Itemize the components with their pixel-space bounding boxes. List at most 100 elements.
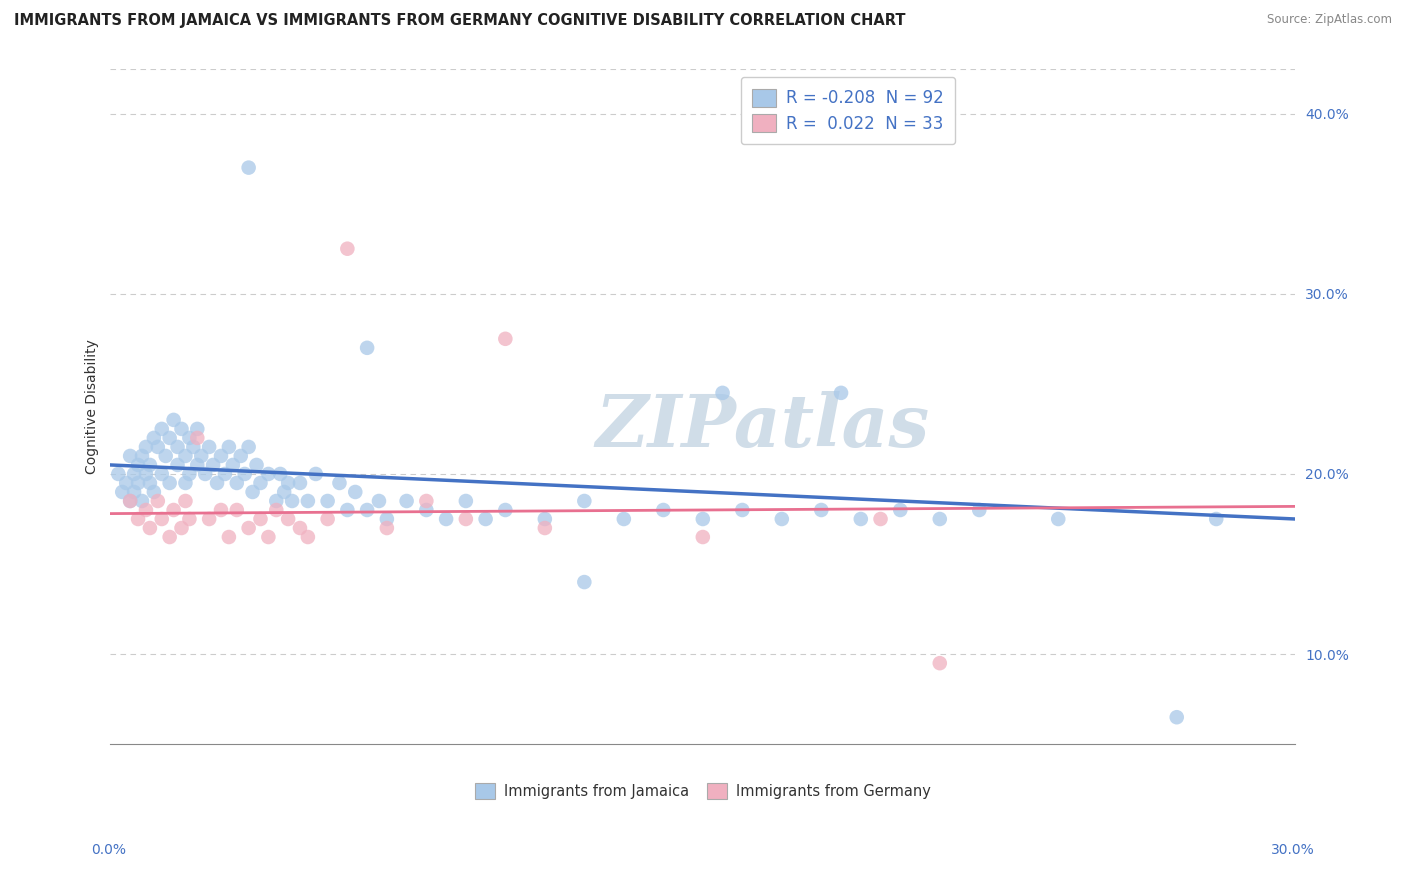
Point bbox=[249, 512, 271, 526]
Y-axis label: Cognitive Disability: Cognitive Disability bbox=[86, 339, 100, 474]
Point bbox=[186, 458, 208, 472]
Point bbox=[344, 485, 367, 500]
Point bbox=[150, 422, 173, 436]
Point bbox=[233, 467, 256, 481]
Point bbox=[613, 512, 636, 526]
Point bbox=[139, 521, 162, 535]
Point bbox=[415, 494, 437, 508]
Point bbox=[1047, 512, 1070, 526]
Point bbox=[162, 413, 184, 427]
Point bbox=[281, 494, 304, 508]
Point bbox=[135, 440, 157, 454]
Point bbox=[198, 440, 221, 454]
Point bbox=[174, 475, 197, 490]
Point bbox=[692, 530, 714, 544]
Point bbox=[375, 512, 398, 526]
Point bbox=[179, 467, 201, 481]
Text: Source: ZipAtlas.com: Source: ZipAtlas.com bbox=[1267, 13, 1392, 27]
Point bbox=[297, 530, 319, 544]
Point bbox=[131, 449, 153, 463]
Point bbox=[305, 467, 328, 481]
Point bbox=[150, 467, 173, 481]
Point bbox=[209, 503, 232, 517]
Point bbox=[150, 512, 173, 526]
Point bbox=[174, 449, 197, 463]
Point bbox=[731, 503, 754, 517]
Legend: Immigrants from Jamaica, Immigrants from Germany: Immigrants from Jamaica, Immigrants from… bbox=[470, 777, 936, 805]
Point bbox=[249, 475, 271, 490]
Point bbox=[238, 440, 260, 454]
Text: 0.0%: 0.0% bbox=[91, 843, 127, 857]
Point bbox=[849, 512, 872, 526]
Point bbox=[574, 494, 596, 508]
Point bbox=[245, 458, 267, 472]
Point bbox=[127, 512, 149, 526]
Point bbox=[277, 512, 299, 526]
Point bbox=[242, 485, 264, 500]
Point bbox=[869, 512, 891, 526]
Point bbox=[415, 503, 437, 517]
Point bbox=[434, 512, 457, 526]
Point bbox=[395, 494, 418, 508]
Point bbox=[179, 431, 201, 445]
Point bbox=[115, 475, 138, 490]
Point bbox=[131, 494, 153, 508]
Point bbox=[155, 449, 177, 463]
Point bbox=[120, 494, 142, 508]
Text: 30.0%: 30.0% bbox=[1271, 843, 1315, 857]
Point bbox=[107, 467, 129, 481]
Point bbox=[159, 530, 181, 544]
Point bbox=[135, 467, 157, 481]
Point bbox=[810, 503, 832, 517]
Point bbox=[174, 494, 197, 508]
Point bbox=[534, 521, 557, 535]
Point bbox=[186, 422, 208, 436]
Point bbox=[238, 521, 260, 535]
Point bbox=[356, 341, 378, 355]
Point bbox=[269, 467, 291, 481]
Point bbox=[1166, 710, 1188, 724]
Point bbox=[225, 475, 247, 490]
Point bbox=[494, 503, 516, 517]
Point bbox=[494, 332, 516, 346]
Point bbox=[127, 458, 149, 472]
Point bbox=[454, 494, 477, 508]
Point bbox=[139, 475, 162, 490]
Point bbox=[889, 503, 911, 517]
Point bbox=[194, 467, 217, 481]
Point bbox=[222, 458, 245, 472]
Point bbox=[127, 475, 149, 490]
Point bbox=[122, 485, 145, 500]
Point bbox=[146, 494, 169, 508]
Point bbox=[139, 458, 162, 472]
Point bbox=[186, 431, 208, 445]
Point bbox=[229, 449, 252, 463]
Point bbox=[146, 440, 169, 454]
Point bbox=[257, 467, 280, 481]
Point bbox=[336, 503, 359, 517]
Point bbox=[316, 494, 339, 508]
Point bbox=[375, 521, 398, 535]
Point bbox=[770, 512, 793, 526]
Point bbox=[198, 512, 221, 526]
Point bbox=[190, 449, 212, 463]
Point bbox=[166, 458, 188, 472]
Point bbox=[120, 494, 142, 508]
Point bbox=[122, 467, 145, 481]
Point bbox=[218, 440, 240, 454]
Point bbox=[170, 521, 193, 535]
Point bbox=[288, 475, 311, 490]
Point bbox=[111, 485, 134, 500]
Point bbox=[336, 242, 359, 256]
Point bbox=[202, 458, 225, 472]
Point bbox=[238, 161, 260, 175]
Point bbox=[214, 467, 236, 481]
Point bbox=[166, 440, 188, 454]
Point bbox=[652, 503, 675, 517]
Point bbox=[142, 485, 165, 500]
Point bbox=[297, 494, 319, 508]
Point bbox=[159, 431, 181, 445]
Point bbox=[135, 503, 157, 517]
Point bbox=[711, 385, 734, 400]
Point bbox=[266, 503, 288, 517]
